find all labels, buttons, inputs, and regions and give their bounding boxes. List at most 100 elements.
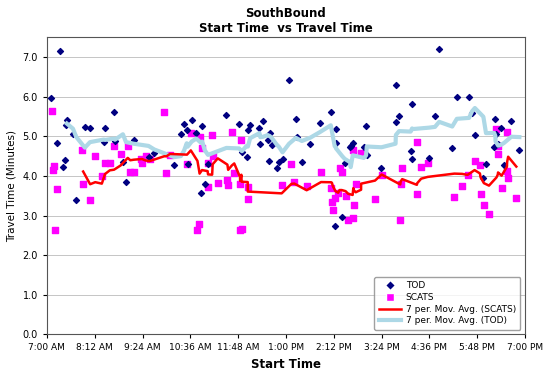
TOD bbox=[274, 159, 283, 165]
TOD bbox=[258, 118, 267, 124]
TOD bbox=[425, 155, 433, 161]
TOD bbox=[101, 125, 109, 131]
SCATS bbox=[213, 180, 222, 186]
SCATS bbox=[377, 172, 386, 178]
SCATS bbox=[195, 133, 204, 139]
SCATS bbox=[51, 228, 59, 234]
TOD bbox=[507, 118, 516, 124]
SCATS bbox=[357, 150, 366, 156]
7 per. Mov. Avg. (SCATS) bbox=[107, 168, 113, 173]
SCATS bbox=[237, 226, 246, 232]
SCATS bbox=[492, 125, 501, 132]
SCATS bbox=[228, 129, 236, 135]
SCATS bbox=[470, 158, 479, 164]
SCATS bbox=[334, 189, 343, 195]
SCATS bbox=[503, 129, 512, 135]
TOD bbox=[332, 125, 340, 132]
TOD bbox=[491, 131, 500, 137]
SCATS bbox=[235, 227, 244, 233]
SCATS bbox=[337, 169, 346, 175]
SCATS bbox=[349, 147, 358, 153]
7 per. Mov. Avg. (SCATS) bbox=[87, 182, 94, 186]
SCATS bbox=[97, 173, 106, 179]
TOD bbox=[494, 141, 503, 147]
TOD bbox=[479, 175, 488, 181]
SCATS bbox=[195, 221, 204, 227]
TOD bbox=[100, 138, 108, 144]
SCATS bbox=[243, 184, 252, 190]
TOD bbox=[499, 163, 508, 169]
7 per. Mov. Avg. (TOD) bbox=[63, 121, 70, 126]
SCATS bbox=[116, 152, 125, 158]
TOD bbox=[244, 127, 252, 133]
SCATS bbox=[162, 170, 171, 176]
SCATS bbox=[129, 169, 138, 175]
SCATS bbox=[197, 145, 206, 151]
TOD bbox=[482, 161, 491, 167]
TOD bbox=[238, 149, 246, 155]
TOD bbox=[391, 119, 400, 125]
TOD bbox=[268, 141, 277, 147]
SCATS bbox=[204, 184, 212, 190]
TOD bbox=[183, 127, 191, 133]
TOD bbox=[130, 137, 139, 143]
TOD bbox=[264, 158, 273, 164]
7 per. Mov. Avg. (TOD) bbox=[348, 165, 354, 169]
7 per. Mov. Avg. (TOD) bbox=[436, 119, 442, 124]
TOD bbox=[62, 117, 71, 123]
TOD bbox=[80, 124, 89, 130]
Title: SouthBound
Start Time  vs Travel Time: SouthBound Start Time vs Travel Time bbox=[199, 7, 373, 35]
TOD bbox=[293, 134, 301, 140]
SCATS bbox=[503, 167, 512, 174]
SCATS bbox=[396, 217, 405, 223]
TOD bbox=[47, 94, 56, 101]
SCATS bbox=[50, 163, 58, 169]
TOD bbox=[111, 138, 119, 144]
Line: 7 per. Mov. Avg. (TOD): 7 per. Mov. Avg. (TOD) bbox=[67, 108, 519, 167]
7 per. Mov. Avg. (TOD) bbox=[70, 126, 76, 131]
TOD bbox=[298, 159, 306, 165]
TOD bbox=[497, 124, 506, 130]
TOD bbox=[406, 147, 415, 153]
TOD bbox=[86, 125, 95, 132]
TOD bbox=[255, 125, 264, 132]
7 per. Mov. Avg. (SCATS) bbox=[304, 188, 310, 192]
TOD bbox=[72, 197, 80, 203]
7 per. Mov. Avg. (TOD) bbox=[269, 136, 276, 141]
SCATS bbox=[126, 169, 135, 175]
SCATS bbox=[106, 160, 114, 166]
SCATS bbox=[91, 153, 100, 159]
TOD bbox=[346, 143, 355, 149]
SCATS bbox=[480, 202, 488, 208]
TOD bbox=[465, 94, 474, 100]
TOD bbox=[222, 112, 231, 118]
TOD bbox=[377, 165, 386, 171]
TOD bbox=[242, 154, 251, 160]
TOD bbox=[180, 121, 189, 127]
TOD bbox=[192, 130, 201, 136]
TOD bbox=[346, 144, 355, 150]
SCATS bbox=[193, 226, 202, 232]
SCATS bbox=[136, 156, 145, 162]
Line: 7 per. Mov. Avg. (SCATS): 7 per. Mov. Avg. (SCATS) bbox=[83, 150, 516, 195]
SCATS bbox=[78, 147, 86, 153]
TOD bbox=[362, 152, 371, 158]
SCATS bbox=[335, 164, 344, 170]
7 per. Mov. Avg. (SCATS) bbox=[80, 169, 86, 174]
SCATS bbox=[317, 169, 326, 175]
SCATS bbox=[417, 164, 426, 170]
X-axis label: Start Time: Start Time bbox=[251, 358, 321, 371]
TOD bbox=[188, 117, 196, 123]
SCATS bbox=[413, 139, 422, 145]
SCATS bbox=[493, 152, 502, 158]
SCATS bbox=[331, 195, 340, 201]
SCATS bbox=[397, 181, 405, 187]
TOD bbox=[196, 191, 205, 197]
TOD bbox=[285, 77, 294, 83]
TOD bbox=[306, 141, 315, 147]
TOD bbox=[59, 164, 68, 170]
SCATS bbox=[458, 183, 466, 189]
SCATS bbox=[494, 143, 503, 149]
TOD bbox=[338, 214, 346, 220]
7 per. Mov. Avg. (TOD) bbox=[471, 106, 478, 110]
